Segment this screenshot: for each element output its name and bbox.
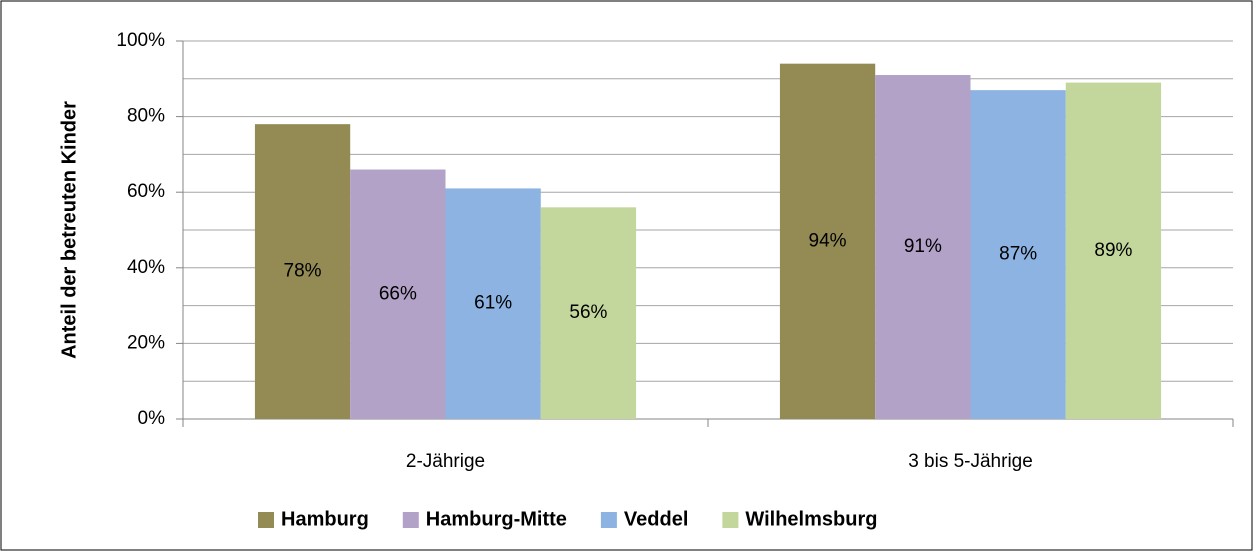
bar (779, 63, 876, 420)
bar (254, 124, 351, 419)
data-label: 78% (284, 261, 322, 282)
legend-label: Veddel (624, 508, 688, 530)
legend-swatch (258, 512, 274, 528)
y-tick-label: 80% (127, 106, 165, 127)
y-tick-label: 100% (116, 30, 165, 51)
bar (445, 188, 541, 419)
bar (350, 169, 446, 419)
bar (970, 90, 1066, 419)
data-label: 61% (474, 293, 512, 314)
y-tick-label: 0% (138, 408, 166, 429)
bar (540, 207, 637, 419)
legend-label: Wilhelmsburg (745, 508, 877, 530)
bar (875, 75, 971, 420)
legend-label: Hamburg-Mitte (426, 508, 567, 530)
data-label: 87% (999, 244, 1037, 265)
legend-swatch (600, 512, 617, 528)
y-tick-label: 40% (127, 257, 165, 278)
bar (1065, 82, 1162, 419)
data-label: 91% (904, 236, 942, 257)
data-label: 66% (379, 283, 417, 304)
legend-label: Hamburg (281, 508, 369, 530)
legend-swatch (402, 512, 419, 528)
legend-swatch (722, 512, 739, 528)
y-tick-label: 60% (127, 181, 165, 202)
x-tick-label: 3 bis 5-Jährige (908, 451, 1033, 472)
data-label: 56% (569, 302, 607, 323)
data-label: 89% (1094, 240, 1132, 261)
y-axis-title: Anteil der betreuten Kinder (58, 101, 80, 359)
data-label: 94% (809, 230, 847, 251)
x-tick-label: 2-Jährige (406, 451, 485, 472)
y-tick-label: 20% (127, 332, 165, 353)
